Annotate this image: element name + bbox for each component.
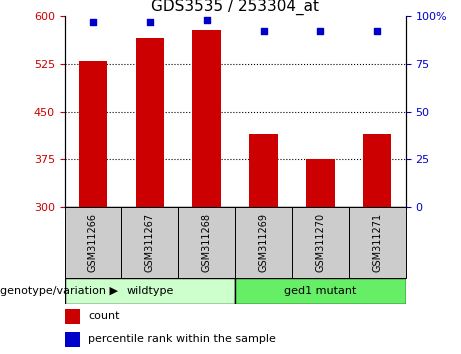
Bar xyxy=(178,207,235,278)
Text: GSM311270: GSM311270 xyxy=(315,213,325,272)
Text: GSM311268: GSM311268 xyxy=(201,213,212,272)
Bar xyxy=(79,61,107,207)
Text: GSM311271: GSM311271 xyxy=(372,213,382,272)
Text: GSM311266: GSM311266 xyxy=(88,213,98,272)
Point xyxy=(317,28,324,34)
Point xyxy=(89,19,97,24)
Text: genotype/variation ▶: genotype/variation ▶ xyxy=(0,286,118,296)
Bar xyxy=(65,207,121,278)
Point xyxy=(203,17,210,23)
Text: GSM311269: GSM311269 xyxy=(259,213,269,272)
Bar xyxy=(121,207,178,278)
Bar xyxy=(65,278,235,304)
Bar xyxy=(65,332,80,347)
Point xyxy=(260,28,267,34)
Bar xyxy=(292,207,349,278)
Bar xyxy=(306,159,335,207)
Bar xyxy=(65,309,80,324)
Bar xyxy=(235,278,406,304)
Bar xyxy=(235,207,292,278)
Text: ged1 mutant: ged1 mutant xyxy=(284,286,356,296)
Title: GDS3535 / 253304_at: GDS3535 / 253304_at xyxy=(151,0,319,15)
Text: GSM311267: GSM311267 xyxy=(145,213,155,272)
Text: count: count xyxy=(89,312,120,321)
Bar xyxy=(249,134,278,207)
Bar xyxy=(136,38,164,207)
Point xyxy=(146,19,154,24)
Bar xyxy=(349,207,406,278)
Text: percentile rank within the sample: percentile rank within the sample xyxy=(89,335,276,344)
Bar xyxy=(363,134,391,207)
Text: wildtype: wildtype xyxy=(126,286,173,296)
Bar xyxy=(193,30,221,207)
Point xyxy=(373,28,381,34)
